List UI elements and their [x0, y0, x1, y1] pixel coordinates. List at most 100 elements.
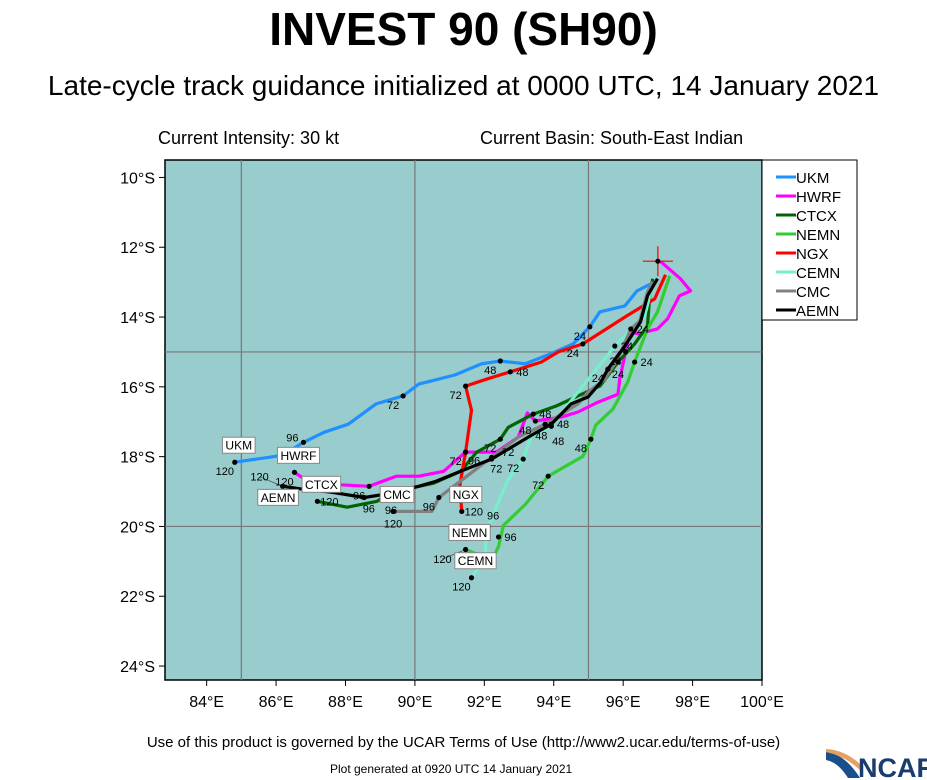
model-label-box-frame	[301, 475, 342, 493]
legend-label: CTCX	[796, 208, 837, 225]
tau-label-group: 72	[532, 480, 544, 492]
tau-label: 120	[275, 476, 293, 488]
tau-point	[436, 494, 442, 501]
model-label-box: AEMN	[257, 488, 299, 506]
page-title: INVEST 90 (SH90)	[269, 3, 658, 55]
legend-label: HWRF	[796, 189, 841, 206]
model-label-box-frame	[257, 488, 299, 506]
legend-label: CEMN	[796, 265, 840, 282]
tau-label: 24	[637, 324, 649, 336]
tau-point	[462, 383, 469, 389]
model-label-box-frame	[221, 436, 256, 454]
tau-label-group: 48	[539, 409, 551, 421]
tau-label-group: 96	[504, 532, 516, 544]
tau-point	[615, 359, 621, 365]
label-leader-line	[442, 549, 466, 560]
model-label-box: CMC	[379, 485, 415, 503]
tau-point	[588, 436, 594, 442]
lon-tick-label: 92°E	[467, 694, 502, 711]
tau-label: 48	[519, 425, 531, 437]
tau-point	[532, 418, 538, 424]
tau-point	[361, 494, 367, 501]
tau-point	[462, 449, 469, 455]
model-label-box-frame	[454, 552, 497, 570]
tau-label: 120	[320, 496, 338, 508]
ncar-logo-swoosh	[826, 752, 860, 778]
tau-label-group: 96	[363, 504, 375, 516]
tau-point	[612, 343, 618, 349]
lon-tick-label: 98°E	[675, 694, 710, 711]
tau-label: 72	[507, 463, 519, 475]
current-intensity: Current Intensity: 30 kt	[158, 128, 340, 148]
tau-label-group: 24	[609, 356, 621, 368]
plot-generated: Plot generated at 0920 UTC 14 January 20…	[330, 762, 573, 776]
tau-point	[489, 456, 495, 462]
tau-label-group: 120	[216, 466, 234, 478]
lon-tick-label: 100°E	[740, 694, 784, 711]
tau-label: 24	[574, 331, 586, 343]
track-nemn	[465, 275, 672, 560]
tau-point	[542, 421, 548, 427]
tau-point	[632, 359, 638, 365]
tau-label: 48	[557, 419, 569, 431]
tau-label-group: 24	[640, 357, 652, 369]
tau-label: 120	[465, 506, 483, 518]
model-label-box: NEMN	[448, 523, 491, 541]
tau-label: 24	[612, 369, 624, 381]
lon-tick-label: 84°E	[189, 694, 224, 711]
tau-label: 72	[484, 443, 496, 455]
tau-point	[545, 473, 551, 479]
tau-label-group: 24	[612, 369, 624, 381]
tau-label: 120	[384, 518, 402, 530]
tau-point	[628, 326, 634, 332]
lat-tick-label: 16°S	[120, 380, 155, 397]
lat-tick-label: 24°S	[120, 659, 155, 676]
tau-label: 72	[502, 447, 514, 459]
tau-label-group: 72	[387, 400, 399, 412]
tau-label: 120	[433, 554, 451, 566]
tau-label-group: 24	[567, 348, 579, 360]
tau-label-group: 24	[621, 341, 633, 353]
tau-label: 48	[552, 436, 564, 448]
tau-label-group: 48	[557, 419, 569, 431]
model-label: NGX	[453, 488, 479, 502]
legend-label: CMC	[796, 284, 830, 301]
tau-label-group: 24	[574, 331, 586, 343]
tau-point	[291, 469, 298, 475]
model-label: CMC	[383, 488, 411, 502]
tau-label-group: 72	[490, 463, 502, 475]
tau-point	[520, 456, 526, 462]
tau-point	[300, 439, 307, 445]
tau-label-group: 96	[487, 510, 499, 522]
tau-label: 72	[387, 400, 399, 412]
tau-point	[507, 369, 513, 375]
legend	[761, 159, 858, 321]
tau-point	[580, 341, 586, 347]
lon-tick-label: 96°E	[606, 694, 641, 711]
tau-label: 96	[504, 532, 516, 544]
tau-label: 72	[490, 463, 502, 475]
tau-label-group: 120	[250, 472, 268, 484]
lon-tick-label: 94°E	[536, 694, 571, 711]
tau-point	[530, 411, 536, 417]
tau-point	[366, 483, 372, 489]
model-label-box-frame	[448, 523, 491, 541]
tau-label: 96	[423, 501, 435, 513]
tau-label-group: 96	[385, 505, 397, 517]
lon-tick-label: 88°E	[328, 694, 363, 711]
tau-label: 48	[535, 430, 547, 442]
tau-label-group: 120	[465, 506, 483, 518]
tau-point	[400, 393, 406, 399]
tau-label: 24	[609, 356, 621, 368]
model-label-box-frame	[379, 485, 415, 503]
model-label: UKM	[225, 439, 252, 453]
lat-tick-label: 10°S	[120, 170, 155, 187]
label-leader-line	[259, 476, 283, 487]
track-hwrf	[293, 260, 693, 488]
model-label-box: HWRF	[276, 446, 320, 464]
model-label-box-frame	[449, 485, 483, 503]
tau-label-group: 48	[516, 367, 528, 379]
tau-label-group: 24	[637, 324, 649, 336]
tau-label: 24	[567, 348, 579, 360]
